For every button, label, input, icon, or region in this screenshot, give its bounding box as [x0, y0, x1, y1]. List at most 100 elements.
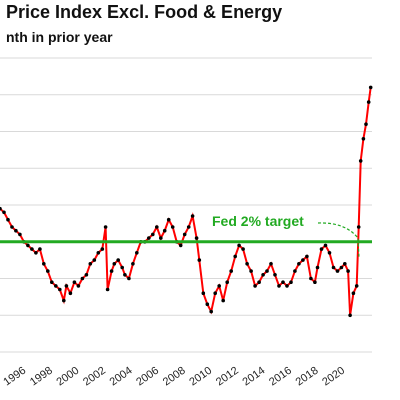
data-point [178, 243, 183, 248]
data-point [281, 280, 285, 285]
data-point [351, 291, 356, 296]
data-point [46, 269, 50, 273]
data-point [335, 269, 340, 273]
data-point [6, 217, 10, 222]
chart-title: Price Index Excl. Food & Energy [6, 2, 282, 22]
data-point [354, 284, 359, 288]
data-point [201, 291, 206, 296]
data-point [151, 232, 155, 237]
data-point [18, 232, 22, 237]
data-point [346, 269, 350, 273]
data-point [366, 100, 371, 104]
data-point [265, 269, 269, 273]
data-point [127, 276, 131, 281]
data-point [105, 287, 110, 292]
data-point [42, 262, 46, 266]
data-point [109, 269, 114, 273]
data-point [72, 280, 77, 285]
data-point [30, 247, 34, 251]
data-point [305, 254, 309, 259]
data-point [319, 247, 324, 251]
data-point [358, 159, 363, 163]
data-point [0, 206, 2, 211]
data-point [343, 262, 347, 266]
data-point [361, 137, 366, 141]
data-point [339, 265, 344, 270]
data-point [245, 262, 249, 266]
data-point [14, 228, 18, 233]
data-point [92, 258, 97, 262]
data-point [209, 309, 213, 314]
data-point [123, 273, 127, 277]
data-point [364, 122, 368, 126]
data-point [112, 262, 117, 266]
annotation-leader [317, 222, 360, 259]
data-point [233, 254, 237, 259]
data-point [356, 225, 361, 229]
data-point [68, 291, 73, 296]
data-point [182, 232, 187, 237]
data-point [249, 269, 253, 273]
data-point [162, 228, 167, 233]
data-point [285, 284, 289, 288]
data-point [166, 217, 171, 222]
data-point [221, 298, 225, 303]
data-point [103, 225, 108, 229]
data-point [348, 313, 352, 318]
data-point [10, 225, 14, 229]
data-point [64, 284, 69, 288]
data-point [135, 251, 139, 255]
data-point [331, 265, 336, 270]
data-point [253, 284, 257, 288]
data-point [38, 247, 42, 251]
data-point [309, 276, 313, 281]
data-point [194, 236, 199, 240]
series-line [0, 87, 372, 316]
data-point [269, 262, 273, 266]
data-point [257, 280, 261, 285]
data-point [54, 284, 58, 288]
data-point [76, 284, 81, 288]
series-group [0, 85, 373, 318]
data-point [277, 284, 281, 288]
data-point [116, 258, 120, 262]
data-point [313, 280, 317, 285]
data-point [159, 236, 163, 240]
data-point [131, 262, 135, 266]
data-point [273, 273, 277, 277]
data-point [205, 302, 210, 307]
data-point [293, 269, 297, 273]
data-point [84, 273, 89, 277]
data-point [34, 251, 38, 255]
data-point [2, 210, 6, 215]
data-point [229, 269, 233, 273]
data-point [217, 284, 221, 288]
data-point [368, 85, 373, 90]
data-point [190, 214, 195, 218]
chart-subtitle: nth in prior year [6, 29, 113, 45]
data-point [323, 243, 328, 248]
data-point [147, 236, 151, 240]
data-point [88, 262, 93, 266]
data-point [155, 225, 159, 229]
fed-target-label: Fed 2% target [212, 213, 304, 229]
data-point [50, 280, 54, 285]
data-point [301, 258, 305, 262]
data-point [120, 265, 124, 270]
data-point [237, 243, 241, 248]
data-point [213, 291, 217, 296]
data-point [62, 298, 66, 303]
data-point [96, 251, 101, 255]
data-point [170, 225, 175, 229]
data-point [297, 262, 301, 266]
data-point [289, 280, 293, 285]
data-point [80, 276, 85, 281]
data-point [26, 243, 30, 248]
data-point [225, 280, 229, 285]
data-point [197, 258, 202, 262]
data-point [315, 265, 320, 270]
data-point [261, 273, 265, 277]
data-point [241, 247, 245, 251]
